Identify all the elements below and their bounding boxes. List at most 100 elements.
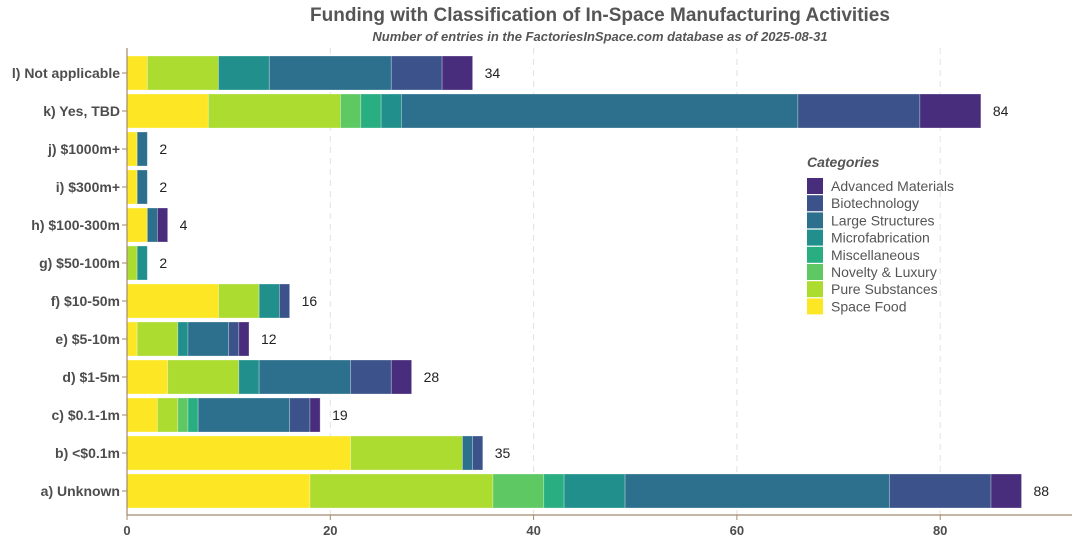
total-label: 88	[1034, 483, 1050, 499]
bar-segment-advanced-materials	[309, 397, 321, 433]
legend-swatch	[807, 195, 823, 212]
bar-segment-space-food	[126, 169, 138, 205]
bar-segment-advanced-materials	[441, 55, 474, 91]
legend-swatch	[807, 298, 823, 315]
bar-segment-large-structures	[401, 93, 799, 129]
bar-segment-advanced-materials	[157, 207, 169, 243]
bar-segment-pure-substances	[350, 435, 463, 471]
legend-swatch	[807, 281, 823, 298]
total-label: 84	[993, 103, 1009, 119]
legend-swatch	[807, 178, 823, 194]
bar-segment-large-structures	[136, 169, 148, 205]
bar-segment-biotechnology	[888, 473, 992, 509]
bar-segment-large-structures	[146, 207, 158, 243]
bar-segment-pure-substances	[157, 397, 179, 433]
legend-label: Miscellaneous	[831, 247, 920, 263]
bar-segment-biotechnology	[797, 93, 921, 129]
legend-swatch	[807, 246, 823, 263]
bar-segment-pure-substances	[146, 55, 219, 91]
bar-segment-space-food	[126, 283, 219, 319]
bar-segment-biotechnology	[472, 435, 484, 471]
bar-segment-biotechnology	[228, 321, 240, 357]
bar-segment-microfabrication	[238, 359, 260, 395]
bar-segment-miscellaneous	[187, 397, 199, 433]
bar-segment-large-structures	[258, 359, 352, 395]
bar-segment-space-food	[126, 473, 311, 509]
legend-label: Large Structures	[831, 212, 935, 228]
total-label: 28	[424, 369, 440, 385]
total-label: 2	[159, 141, 167, 157]
legend-title: Categories	[807, 154, 880, 170]
bar-segment-microfabrication	[218, 55, 270, 91]
y-tick-label: k) Yes, TBD	[43, 103, 120, 119]
bar-segment-biotechnology	[390, 55, 443, 91]
x-tick-label: 60	[730, 523, 744, 538]
y-tick-label: c) $0.1-1m	[52, 407, 120, 423]
bar-segment-space-food	[126, 93, 209, 129]
legend-label: Advanced Materials	[831, 178, 954, 194]
total-label: 2	[159, 179, 167, 195]
bar-segment-microfabrication	[177, 321, 189, 357]
bar-segment-advanced-materials	[990, 473, 1022, 509]
y-tick-label: j) $1000m+	[47, 141, 120, 157]
x-tick-label: 80	[933, 523, 947, 538]
bar-segment-novelty-luxury	[177, 397, 189, 433]
bar-segment-pure-substances	[167, 359, 240, 395]
bar-segment-microfabrication	[136, 245, 148, 281]
bar-segment-biotechnology	[279, 283, 291, 319]
x-tick-label: 20	[323, 523, 337, 538]
legend-swatch	[807, 229, 823, 246]
legend-swatch	[807, 264, 823, 280]
bar-segment-space-food	[126, 435, 352, 471]
x-tick-label: 40	[526, 523, 540, 538]
chart-subtitle: Number of entries in the FactoriesInSpac…	[372, 29, 827, 44]
y-tick-label: e) $5-10m	[55, 331, 120, 347]
bar-segment-space-food	[126, 397, 158, 433]
bar-segment-miscellaneous	[360, 93, 382, 129]
bar-segment-large-structures	[462, 435, 474, 471]
x-tick-label: 0	[123, 523, 130, 538]
y-tick-label: d) $1-5m	[62, 369, 120, 385]
bar-segment-large-structures	[187, 321, 230, 357]
bar-segment-large-structures	[268, 55, 392, 91]
y-tick-label: g) $50-100m	[39, 255, 120, 271]
bar-segment-pure-substances	[126, 245, 138, 281]
legend-label: Biotechnology	[831, 195, 919, 211]
total-label: 12	[261, 331, 277, 347]
chart-title: Funding with Classification of In-Space …	[310, 5, 890, 26]
bar-segment-microfabrication	[563, 473, 626, 509]
bar-segment-large-structures	[197, 397, 291, 433]
bar-segment-advanced-materials	[919, 93, 982, 129]
total-label: 35	[495, 445, 511, 461]
y-tick-label: h) $100-300m	[31, 217, 120, 233]
y-tick-label: l) Not applicable	[12, 65, 120, 81]
bar-segment-microfabrication	[380, 93, 402, 129]
bar-segment-space-food	[126, 131, 138, 167]
bar-segment-novelty-luxury	[340, 93, 362, 129]
y-tick-label: a) Unknown	[41, 483, 120, 499]
y-tick-label: f) $10-50m	[51, 293, 120, 309]
total-label: 16	[302, 293, 318, 309]
bar-segment-large-structures	[136, 131, 148, 167]
bar-segment-pure-substances	[136, 321, 179, 357]
total-label: 19	[332, 407, 348, 423]
bar-segment-biotechnology	[350, 359, 392, 395]
legend-swatch	[807, 212, 823, 229]
bar-segment-novelty-luxury	[492, 473, 545, 509]
bar-segment-biotechnology	[289, 397, 311, 433]
total-label: 2	[159, 255, 167, 271]
legend-label: Pure Substances	[831, 281, 938, 297]
bar-segment-large-structures	[624, 473, 890, 509]
total-label: 34	[485, 65, 501, 81]
bar-segment-space-food	[126, 359, 169, 395]
bar-segment-pure-substances	[309, 473, 494, 509]
bar-segment-pure-substances	[218, 283, 260, 319]
legend-label: Space Food	[831, 298, 907, 314]
y-tick-label: i) $300m+	[56, 179, 120, 195]
bar-segment-space-food	[126, 207, 148, 243]
bar-segment-miscellaneous	[543, 473, 565, 509]
legend-label: Microfabrication	[831, 230, 930, 246]
total-label: 4	[180, 217, 188, 233]
